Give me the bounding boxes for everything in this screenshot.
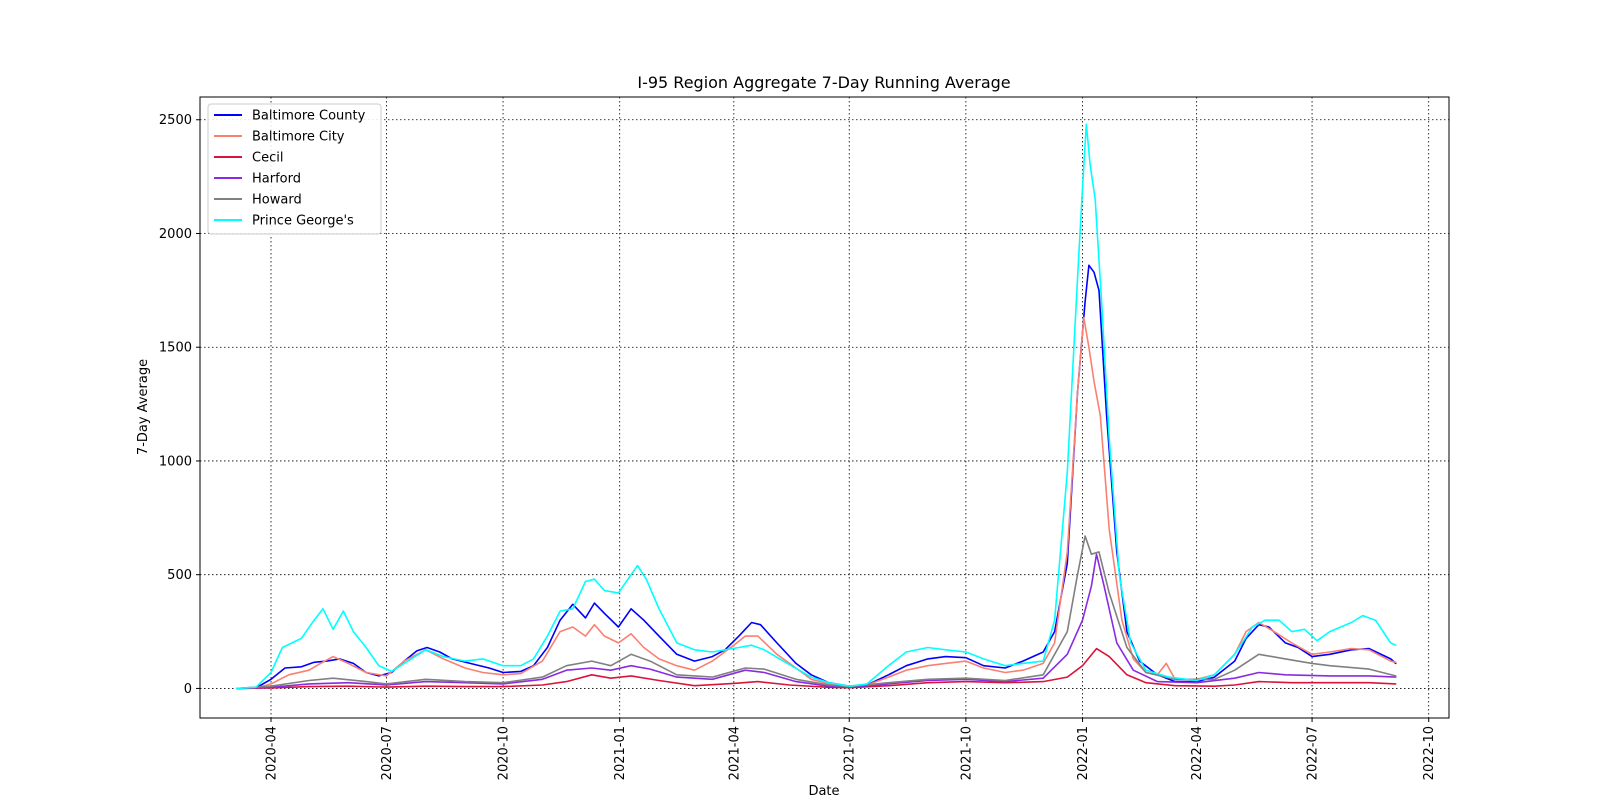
y-tick-label: 500	[167, 568, 192, 583]
legend-label: Prince George's	[252, 214, 354, 229]
legend-label: Harford	[252, 172, 301, 187]
x-tick-label: 2021-04	[727, 726, 742, 780]
chart-title: I-95 Region Aggregate 7-Day Running Aver…	[637, 73, 1010, 92]
legend-label: Cecil	[252, 151, 283, 166]
tick-layer: 2020-04 2020-07 2020-10 2021-01 2021-04 2021-…	[159, 113, 1437, 780]
x-tick-label: 2021-07	[843, 726, 858, 780]
y-tick-label: 2000	[159, 227, 192, 242]
legend-label: Baltimore City	[252, 130, 345, 145]
x-tick-label: 2022-04	[1190, 726, 1205, 780]
x-tick-label: 2020-10	[497, 726, 512, 780]
x-tick-label: 2022-01	[1076, 726, 1091, 780]
grid-layer	[200, 97, 1449, 718]
series-line	[236, 535, 1397, 690]
series-layer	[236, 123, 1397, 690]
legend-label: Baltimore County	[252, 109, 366, 124]
x-tick-label: 2020-07	[380, 726, 395, 780]
x-tick-label: 2022-10	[1422, 726, 1437, 780]
legend-box	[207, 103, 382, 235]
x-tick-label: 2021-10	[959, 726, 974, 780]
x-axis-label: Date	[808, 784, 839, 799]
legend: Baltimore County Baltimore City Cecil Harfo…	[207, 103, 382, 235]
y-tick-label: 1000	[159, 454, 192, 469]
series-line	[236, 264, 1397, 690]
y-axis-label: 7-Day Average	[136, 359, 151, 455]
x-tick-label: 2021-01	[613, 726, 628, 780]
series-line	[236, 316, 1397, 690]
x-tick-label: 2020-04	[265, 726, 280, 780]
legend-label: Howard	[252, 193, 302, 208]
y-tick-label: 1500	[159, 341, 192, 356]
y-tick-label: 0	[184, 682, 192, 697]
series-line	[236, 123, 1397, 690]
y-tick-label: 2500	[159, 113, 192, 128]
plot-frame	[199, 96, 1450, 719]
x-tick-label: 2022-07	[1306, 726, 1321, 780]
